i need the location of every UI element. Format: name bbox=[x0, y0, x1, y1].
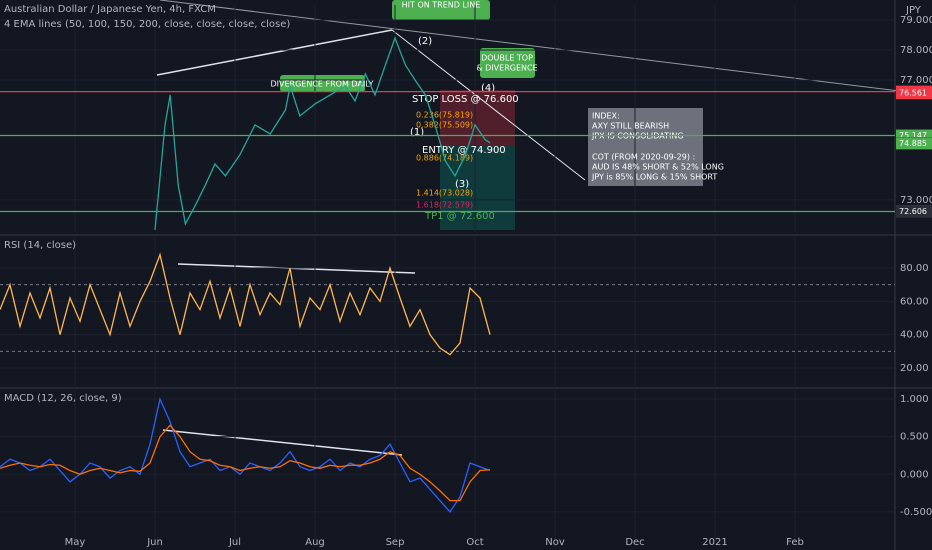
price-tag bbox=[896, 205, 932, 218]
target-zone bbox=[440, 145, 515, 230]
x-tick-label: Oct bbox=[466, 537, 483, 548]
price-tag-label: 72.606 bbox=[899, 207, 927, 216]
series-line bbox=[0, 424, 491, 502]
info-text: AUD IS 48% SHORT & 52% LONG bbox=[592, 163, 724, 172]
annotation: ENTRY @ 74.900 bbox=[422, 145, 506, 156]
fib-label: 1.414(73.028) bbox=[416, 189, 473, 198]
y-tick-label: 60.00 bbox=[900, 296, 929, 307]
y-tick-label: 73.000 bbox=[900, 195, 932, 206]
y-tick-label: 1.000 bbox=[900, 394, 929, 405]
currency: JPY bbox=[905, 5, 922, 16]
fib-label: 0.236(75.819) bbox=[416, 111, 473, 120]
wave-label: (2) bbox=[418, 36, 432, 47]
y-tick-label: 0.000 bbox=[900, 469, 929, 480]
divergence-line bbox=[162, 429, 403, 456]
trend-line bbox=[156, 29, 393, 76]
series-line bbox=[154, 36, 491, 230]
fib-label: 0.382(75.509) bbox=[416, 121, 473, 130]
y-tick-label: 20.00 bbox=[900, 363, 929, 374]
annotation: STOP LOSS @ 76.600 bbox=[412, 94, 519, 105]
info-text: JPY is 85% LONG & 15% SHORT bbox=[591, 173, 717, 182]
wave-label: (1) bbox=[410, 127, 424, 138]
callout-text: & DIVERGENCE bbox=[476, 64, 537, 73]
info-text: INDEX: bbox=[592, 112, 620, 121]
x-tick-label: 2021 bbox=[702, 537, 727, 548]
callout bbox=[480, 48, 535, 78]
y-tick-label: 79.000 bbox=[900, 15, 932, 26]
indicator-title: 4 EMA lines (50, 100, 150, 200, close, c… bbox=[4, 19, 290, 30]
series-line bbox=[0, 252, 491, 356]
annotation: TP1 @ 72.600 bbox=[424, 211, 495, 222]
x-tick-label: Aug bbox=[305, 537, 325, 548]
trend-line bbox=[159, 0, 932, 96]
wave-label: (4) bbox=[481, 83, 495, 94]
x-tick-label: Dec bbox=[625, 537, 644, 548]
y-tick-label: -0.500 bbox=[900, 507, 932, 518]
info-text: AXY STILL BEARISH bbox=[592, 122, 669, 131]
x-tick-label: Nov bbox=[545, 537, 565, 548]
callout bbox=[280, 75, 365, 92]
x-tick-label: Sep bbox=[386, 537, 405, 548]
price-tag bbox=[896, 87, 932, 100]
info-box bbox=[588, 108, 703, 186]
callout-text: DIVERGENCE FROM DAILY bbox=[270, 80, 373, 89]
pane-title: MACD (12, 26, close, 9) bbox=[4, 393, 122, 404]
symbol-title: Australian Dollar / Japanese Yen, 4h, FX… bbox=[4, 4, 216, 15]
callout-text: DOUBLE TOP bbox=[481, 54, 533, 63]
price-tag-label: 74.885 bbox=[899, 139, 927, 148]
price-tag-label: 75.147 bbox=[899, 131, 927, 140]
y-tick-label: 80.00 bbox=[900, 263, 929, 274]
info-text: COT (FROM 2020-09-29) : bbox=[592, 153, 695, 162]
fib-label: 1.618(72.579) bbox=[416, 201, 473, 210]
y-tick-label: 40.00 bbox=[900, 330, 929, 341]
price-tag-label: 76.561 bbox=[899, 89, 927, 98]
price-tag bbox=[896, 137, 932, 150]
y-tick-label: 0.500 bbox=[900, 432, 929, 443]
x-tick-label: Jul bbox=[228, 537, 241, 548]
trend-line bbox=[391, 29, 586, 181]
series-line bbox=[0, 396, 491, 513]
wave-label: (3) bbox=[455, 179, 469, 190]
x-tick-label: Jun bbox=[146, 537, 163, 548]
y-tick-label: 78.000 bbox=[900, 45, 932, 56]
callout-text: HIT ON TREND LINE bbox=[402, 1, 481, 10]
y-tick-label: 77.000 bbox=[900, 75, 932, 86]
pane-title: RSI (14, close) bbox=[4, 240, 76, 251]
callout bbox=[392, 0, 490, 20]
x-tick-label: May bbox=[65, 537, 86, 548]
x-tick-label: Feb bbox=[786, 537, 804, 548]
